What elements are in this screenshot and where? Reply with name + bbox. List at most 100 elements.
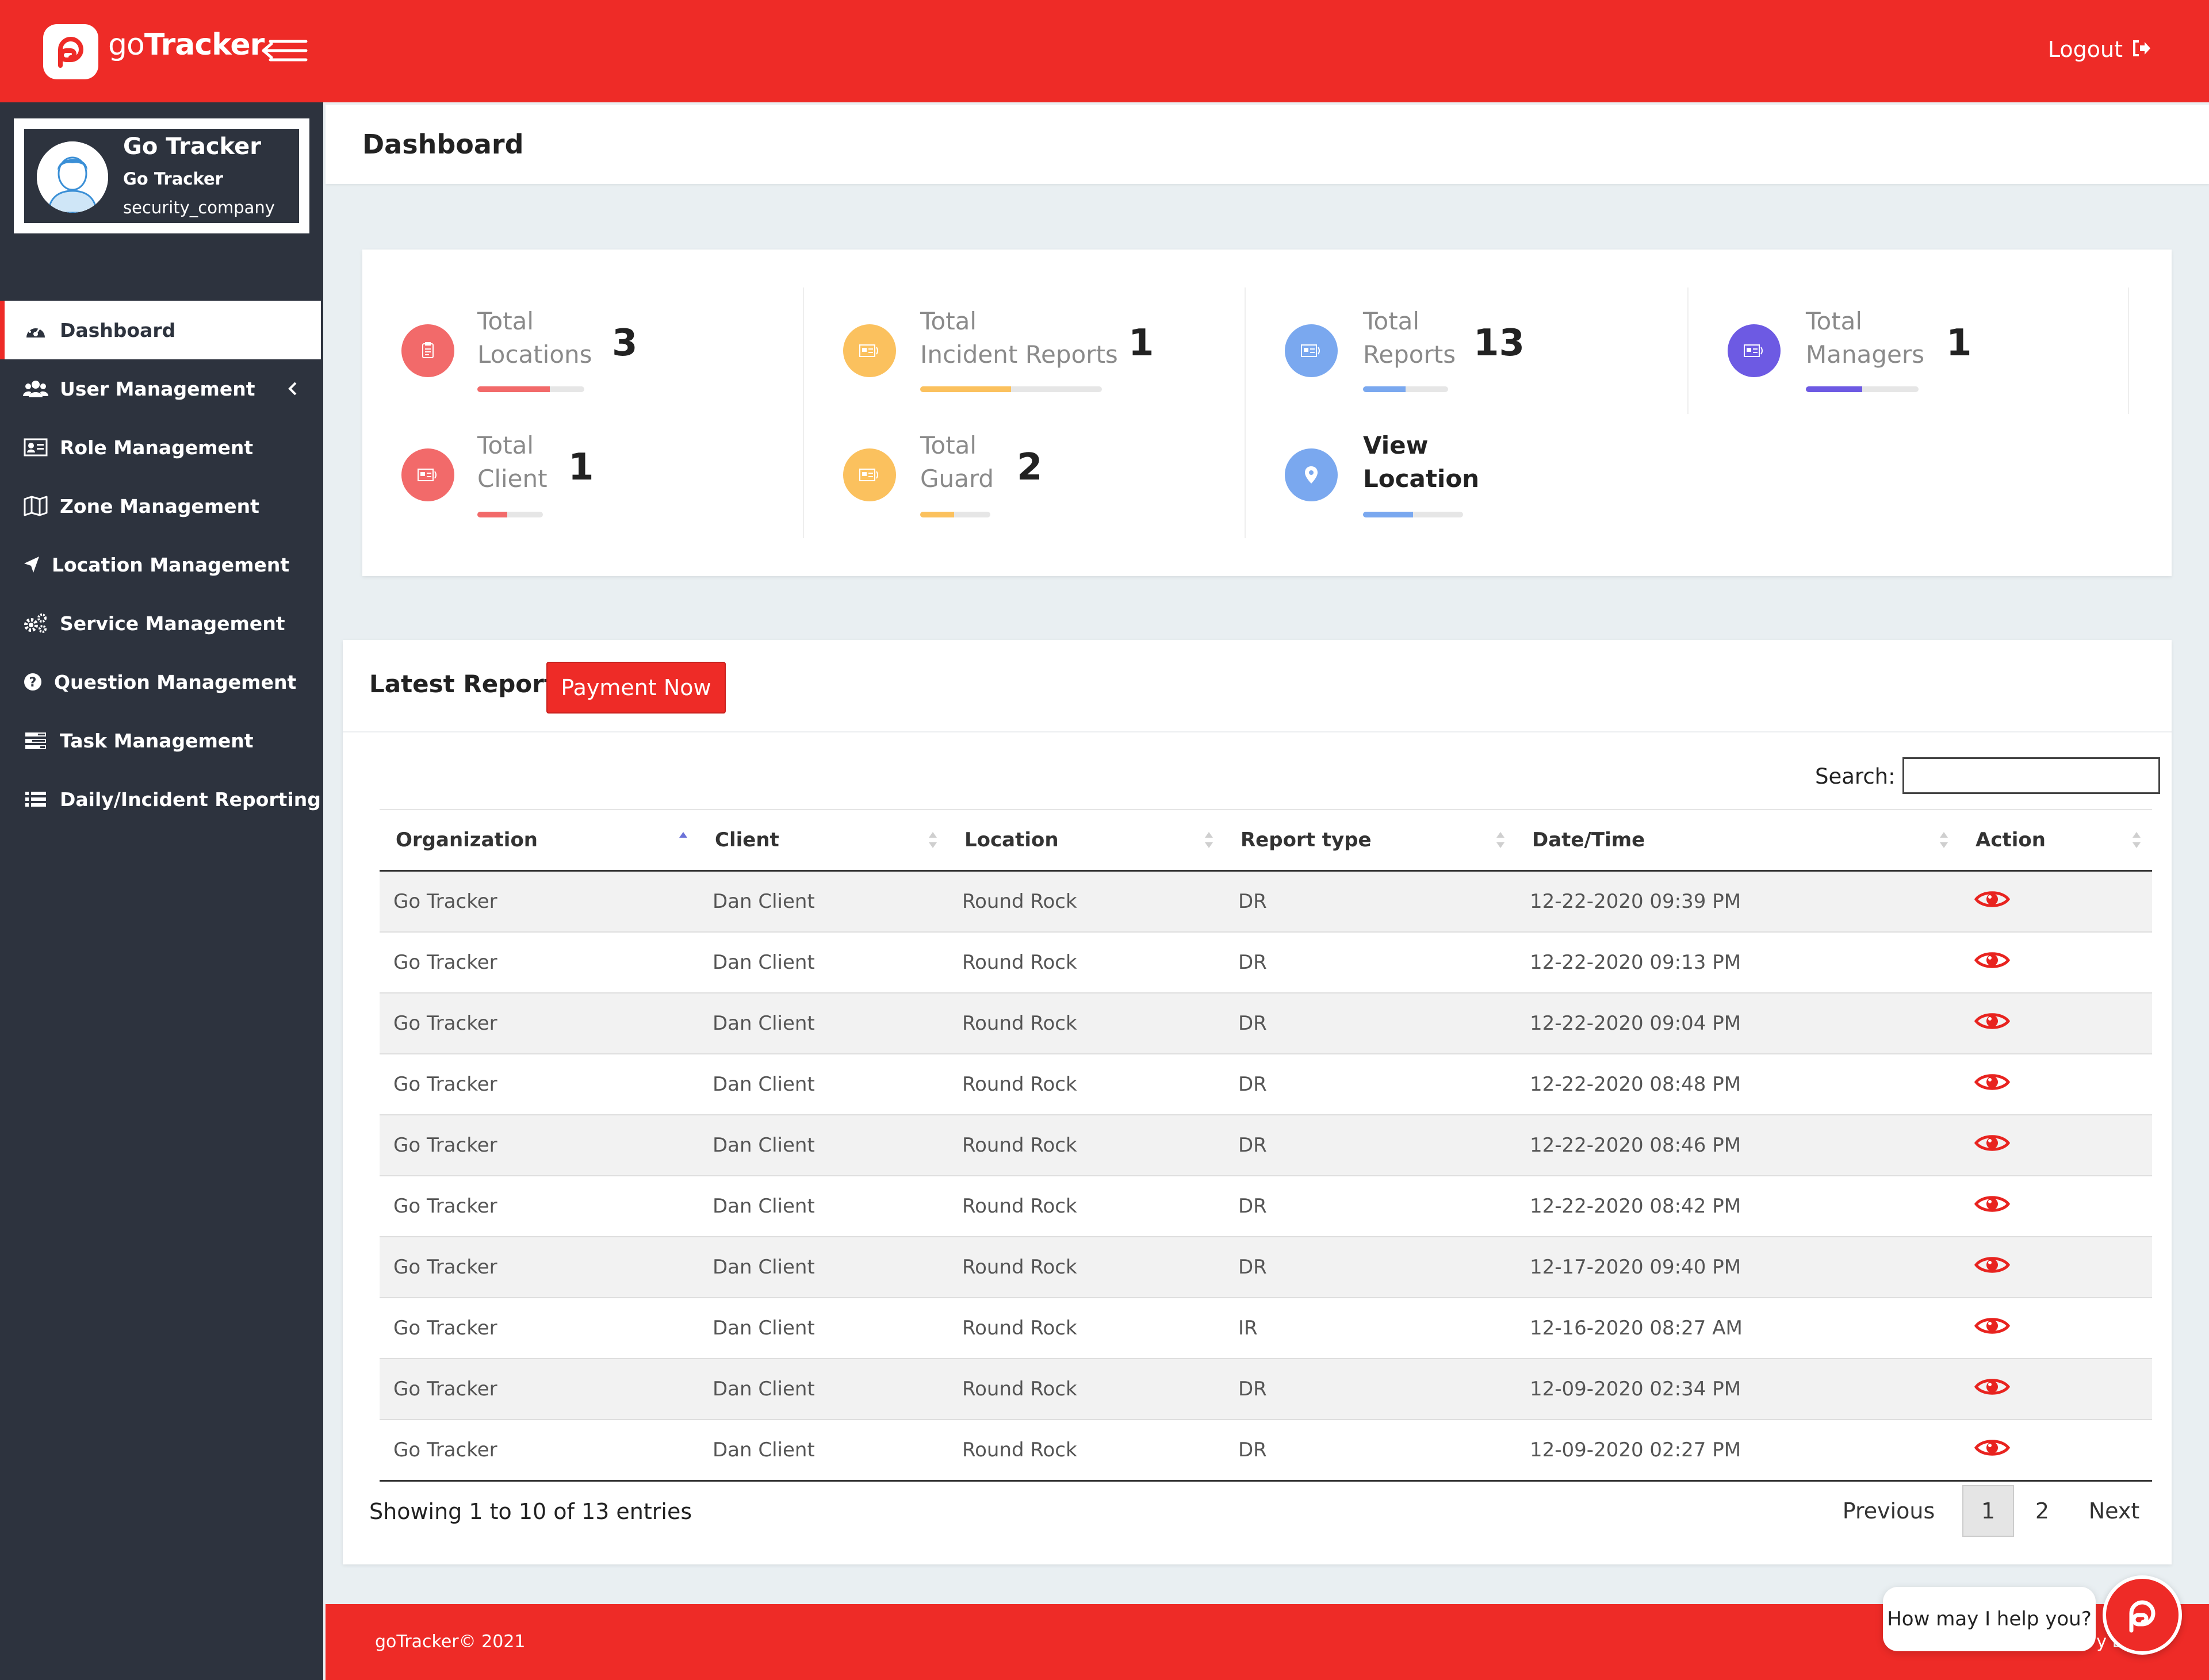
view-eye-icon[interactable] <box>1959 1375 2011 1403</box>
cell-organization: Go Tracker <box>380 1114 699 1176</box>
logout-button[interactable]: Logout <box>2048 37 2151 62</box>
cell-text: Go Tracker <box>393 1073 497 1096</box>
cell-report-type: DR <box>1224 1358 1516 1420</box>
gotracker-logo-icon[interactable] <box>43 24 98 79</box>
id-card-icon <box>843 448 896 501</box>
cell-report-type: DR <box>1224 1114 1516 1176</box>
cell-action <box>1959 1297 2152 1359</box>
sidebar-item-dashboard[interactable]: Dashboard <box>0 301 321 359</box>
cell-date-time: 12-09-2020 02:34 PM <box>1516 1358 1959 1420</box>
column-header-date-time[interactable]: Date/Time <box>1516 809 1959 872</box>
pagination-previous[interactable]: Previous <box>1842 1498 1935 1524</box>
sidebar-item-label: Zone Management <box>60 494 259 517</box>
sidebar-nav: Dashboard User Management Role Managemen… <box>0 301 323 829</box>
cell-organization: Go Tracker <box>380 931 699 993</box>
chat-launcher-button[interactable] <box>2103 1575 2182 1655</box>
cell-text: Round Rock <box>962 1378 1077 1401</box>
menu-toggle-icon[interactable] <box>259 34 311 67</box>
question-circle-icon: ? <box>23 669 43 695</box>
sort-icon <box>2133 832 2141 848</box>
search-input[interactable] <box>1902 757 2160 794</box>
cell-text: DR <box>1238 1256 1267 1279</box>
cell-organization: Go Tracker <box>380 1236 699 1298</box>
sidebar-item-label: Role Management <box>60 436 254 459</box>
sidebar-item-label: User Management <box>60 377 255 400</box>
cell-date-time: 12-09-2020 02:27 PM <box>1516 1419 1959 1482</box>
profile-name: Go Tracker <box>123 133 261 160</box>
table-row: Go Tracker Dan Client Round Rock DR 12-22-20… <box>380 992 2152 1054</box>
stat-progress <box>1806 386 1919 392</box>
sidebar-item-task-management[interactable]: Task Management <box>0 711 323 770</box>
view-eye-icon[interactable] <box>1959 1071 2011 1099</box>
footer-copyright: goTracker© 2021 <box>375 1632 526 1652</box>
list-icon <box>23 787 48 812</box>
cell-text: Dan Client <box>713 1256 815 1279</box>
stat-progress-fill <box>1363 512 1413 517</box>
stat-progress <box>920 512 990 517</box>
column-header-report-type[interactable]: Report type <box>1224 809 1516 872</box>
view-eye-icon[interactable] <box>1959 1010 2011 1038</box>
sidebar-item-daily-incident-reporting[interactable]: Daily/Incident Reporting <box>0 770 323 829</box>
profile-card[interactable]: Go Tracker Go Tracker security_company <box>14 118 309 233</box>
sidebar-item-location-management[interactable]: Location Management <box>0 535 323 594</box>
sidebar-item-user-management[interactable]: User Management <box>0 359 323 418</box>
cell-text: Round Rock <box>962 951 1077 974</box>
table-row: Go Tracker Dan Client Round Rock DR 12-22-20… <box>380 931 2152 993</box>
view-eye-icon[interactable] <box>1959 1314 2011 1343</box>
stat-progress <box>477 512 543 517</box>
sidebar-item-service-management[interactable]: Service Management <box>0 594 323 653</box>
cell-text: Go Tracker <box>393 1134 497 1157</box>
pagination-page-2[interactable]: 2 <box>2035 1498 2050 1524</box>
cell-action <box>1959 1114 2152 1176</box>
table-row: Go Tracker Dan Client Round Rock DR 12-17-20… <box>380 1236 2152 1298</box>
cell-text: Dan Client <box>713 1378 815 1401</box>
stat-label-line: Total <box>1806 307 1863 335</box>
column-header-action[interactable]: Action <box>1959 809 2152 872</box>
pagination-next[interactable]: Next <box>2088 1498 2140 1524</box>
cell-client: Dan Client <box>699 870 948 932</box>
view-eye-icon[interactable] <box>1959 888 2011 916</box>
table-info: Showing 1 to 10 of 13 entries <box>369 1499 692 1524</box>
cell-organization: Go Tracker <box>380 1358 699 1420</box>
chat-prompt-bubble[interactable]: How may I help you? <box>1883 1587 2096 1651</box>
cell-action <box>1959 1053 2152 1115</box>
id-card-icon <box>843 324 896 377</box>
view-eye-icon[interactable] <box>1959 949 2011 977</box>
sidebar-item-label: Dashboard <box>60 319 176 342</box>
view-eye-icon[interactable] <box>1959 1192 2011 1221</box>
id-card-icon <box>401 448 454 501</box>
column-header-location[interactable]: Location <box>948 809 1224 872</box>
cell-text: 12-09-2020 02:27 PM <box>1530 1439 1741 1462</box>
column-header-client[interactable]: Client <box>699 809 948 872</box>
cell-location: Round Rock <box>948 1175 1224 1237</box>
view-eye-icon[interactable] <box>1959 1131 2011 1160</box>
sidebar-item-role-management[interactable]: Role Management <box>0 418 323 477</box>
id-card-icon <box>1728 324 1781 377</box>
stat-label: View Location <box>1363 429 1479 496</box>
column-header-organization[interactable]: Organization <box>380 809 699 872</box>
cell-text: Round Rock <box>962 1134 1077 1157</box>
brand-name[interactable]: goTracker <box>108 28 265 62</box>
sort-ascending-icon <box>679 832 687 838</box>
cell-client: Dan Client <box>699 1175 948 1237</box>
sidebar-item-question-management[interactable]: ? Question Management <box>0 653 323 711</box>
cell-date-time: 12-22-2020 09:39 PM <box>1516 870 1959 932</box>
cell-report-type: DR <box>1224 1419 1516 1482</box>
cell-date-time: 12-16-2020 08:27 AM <box>1516 1297 1959 1359</box>
cell-text: Round Rock <box>962 1073 1077 1096</box>
sort-icon <box>1205 832 1213 848</box>
column-divider <box>2128 287 2129 414</box>
stat-value: 13 <box>1473 322 1525 365</box>
cell-location: Round Rock <box>948 1053 1224 1115</box>
sidebar-item-zone-management[interactable]: Zone Management <box>0 477 323 535</box>
stat-progress-fill <box>920 386 1011 392</box>
pagination-page-1[interactable]: 1 <box>1962 1485 2014 1537</box>
cell-organization: Go Tracker <box>380 1175 699 1237</box>
column-header-label: Client <box>715 829 779 851</box>
cell-text: 12-22-2020 09:04 PM <box>1530 1012 1741 1035</box>
payment-now-button[interactable]: Payment Now <box>546 662 726 714</box>
view-eye-icon[interactable] <box>1959 1436 2011 1464</box>
view-eye-icon[interactable] <box>1959 1253 2011 1282</box>
stat-value: 1 <box>568 446 594 489</box>
cell-date-time: 12-22-2020 09:04 PM <box>1516 992 1959 1054</box>
